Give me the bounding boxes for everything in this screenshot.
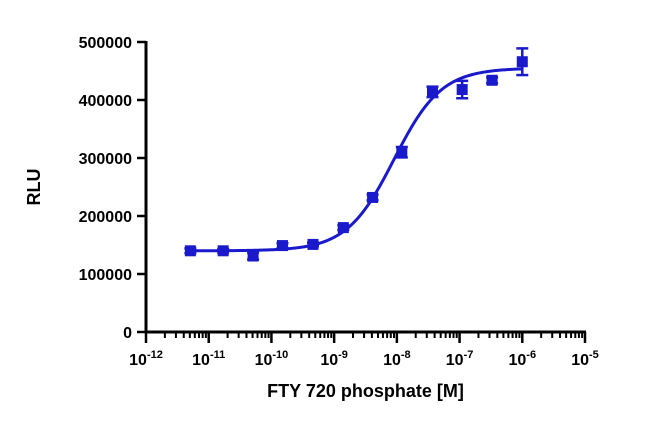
- x-tick-label: 10-9: [320, 349, 348, 369]
- data-point: [337, 222, 350, 234]
- fit-curve: [190, 67, 523, 253]
- x-tick-label: 10-6: [508, 349, 536, 369]
- y-tick-label: 300000: [79, 151, 132, 168]
- data-marker: [456, 84, 468, 96]
- data-point: [366, 191, 379, 203]
- data-marker: [396, 146, 408, 158]
- data-marker: [337, 222, 349, 234]
- x-tick-label: 10-12: [129, 349, 163, 369]
- data-marker: [367, 191, 379, 203]
- data-point: [395, 145, 408, 159]
- data-marker: [307, 238, 319, 250]
- data-marker: [217, 245, 229, 257]
- y-axis-ticks: 0 100000 200000 300000 400000 500000: [79, 35, 146, 342]
- y-tick-label: 500000: [79, 35, 132, 52]
- fit-curve-layer: [190, 67, 523, 253]
- data-points-layer: [184, 47, 529, 262]
- x-tick-label: 10-10: [255, 349, 289, 369]
- data-marker: [486, 74, 498, 86]
- x-tick-label: 10-5: [571, 349, 599, 369]
- data-point: [426, 85, 439, 99]
- data-point: [217, 245, 230, 257]
- y-tick-label: 0: [123, 325, 132, 342]
- x-tick-label: 10-11: [192, 349, 225, 369]
- y-tick-label: 400000: [79, 93, 132, 110]
- data-point: [306, 238, 319, 250]
- data-marker: [516, 56, 528, 68]
- data-point: [516, 47, 529, 77]
- y-tick-label: 100000: [79, 267, 132, 284]
- x-tick-label: 10-7: [446, 349, 474, 369]
- data-point: [276, 240, 289, 252]
- y-axis-label: RLU: [24, 169, 44, 206]
- data-point: [184, 245, 197, 257]
- data-point: [486, 74, 499, 86]
- x-axis-label: FTY 720 phosphate [M]: [267, 381, 464, 401]
- data-point: [456, 79, 469, 100]
- y-tick-label: 200000: [79, 209, 132, 226]
- data-marker: [426, 86, 438, 98]
- data-marker: [276, 240, 288, 252]
- data-point: [247, 250, 260, 262]
- data-marker: [184, 245, 196, 257]
- x-tick-label: 10-8: [383, 349, 411, 369]
- x-axis-ticks: 10-12 10-11 10-10 10-9 10-8 10-7 10-6 10-5: [129, 332, 599, 369]
- data-marker: [247, 250, 259, 262]
